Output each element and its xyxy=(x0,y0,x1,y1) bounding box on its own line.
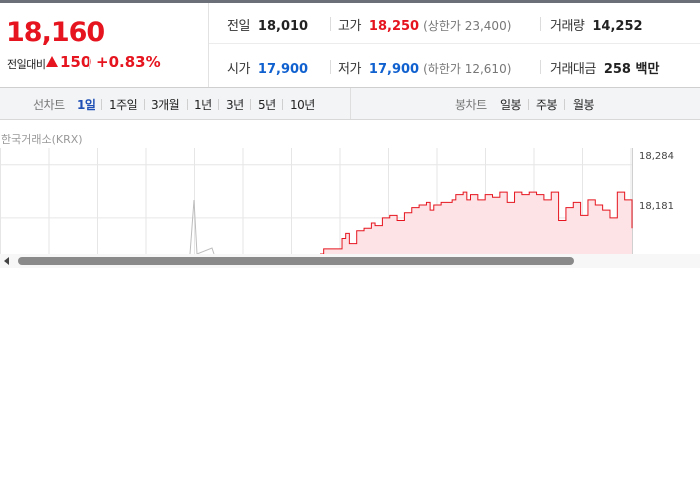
stat-low: 저가 17,900 (하한가 12,610) xyxy=(338,58,511,77)
divider xyxy=(330,17,331,31)
period-10y[interactable]: 10년 xyxy=(290,98,315,112)
chart-canvas xyxy=(0,148,633,254)
up-arrow-icon xyxy=(46,56,58,67)
price-chart: 18,284 18,181 xyxy=(0,148,700,254)
stat-label: 전일 xyxy=(227,19,250,34)
divider xyxy=(564,99,565,110)
price-line xyxy=(320,191,633,254)
divider xyxy=(89,57,90,69)
divider xyxy=(101,99,102,110)
stat-high: 고가 18,250 (상한가 23,400) xyxy=(338,15,511,34)
line-chart-periods: 선차트 1일 1주일 3개월 1년 3년 5년 10년 xyxy=(0,88,351,119)
divider xyxy=(540,60,541,74)
stat-value: 18,250 xyxy=(368,19,420,34)
top-border xyxy=(0,0,700,3)
row-divider xyxy=(209,43,700,44)
period-1d[interactable]: 1일 xyxy=(77,98,96,112)
price-area xyxy=(320,192,632,254)
period-3y[interactable]: 3년 xyxy=(226,98,244,112)
divider xyxy=(187,99,188,110)
scroll-left-arrow-icon[interactable] xyxy=(4,257,9,265)
y-tick-label: 18,284 xyxy=(639,151,674,162)
price-stats: 전일 18,010 고가 18,250 (상한가 23,400) 거래량 14,252 … xyxy=(209,3,700,87)
chart-toolbar: 선차트 1일 1주일 3개월 1년 3년 5년 10년 봉차트 일봉 주봉 월봉 xyxy=(0,88,700,120)
divider xyxy=(250,99,251,110)
divider xyxy=(0,87,700,88)
current-price: 18,160 xyxy=(6,17,105,48)
stat-open: 시가 17,900 xyxy=(227,58,308,77)
price-summary: 18,160 전일대비 150 +0.83% xyxy=(0,3,209,87)
stat-value: 17,900 xyxy=(257,62,309,77)
divider xyxy=(282,99,283,110)
lower-limit: (하한가 12,610) xyxy=(423,62,512,76)
period-1y[interactable]: 1년 xyxy=(194,98,212,112)
period-3m[interactable]: 3개월 xyxy=(151,98,180,112)
change-label: 전일대비 xyxy=(7,58,46,71)
pre-market-spike xyxy=(189,199,215,254)
stat-value: 18,010 xyxy=(257,19,309,34)
divider xyxy=(144,99,145,110)
stat-trade-amount: 거래대금 258 백만 xyxy=(550,58,659,77)
candle-monthly[interactable]: 월봉 xyxy=(573,98,595,112)
stat-label: 시가 xyxy=(227,62,250,77)
stat-value: 258 백만 xyxy=(603,62,660,77)
divider xyxy=(540,17,541,31)
stat-volume: 거래량 14,252 xyxy=(550,15,643,34)
divider xyxy=(330,60,331,74)
period-5y[interactable]: 5년 xyxy=(258,98,276,112)
change-value: 150 xyxy=(60,53,92,71)
candle-chart-label: 봉차트 xyxy=(455,98,487,112)
stat-value: 17,900 xyxy=(368,62,420,77)
chart-scrollbar[interactable] xyxy=(0,254,700,268)
stat-value: 14,252 xyxy=(592,19,643,34)
stat-label: 거래대금 xyxy=(550,62,596,77)
period-1w[interactable]: 1주일 xyxy=(109,98,138,112)
y-tick-label: 18,181 xyxy=(639,201,674,212)
divider xyxy=(218,99,219,110)
stat-label: 저가 xyxy=(338,62,361,77)
divider xyxy=(528,99,529,110)
data-source: 한국거래소(KRX) xyxy=(1,133,83,146)
line-chart-label: 선차트 xyxy=(33,98,65,112)
stat-prev-close: 전일 18,010 xyxy=(227,15,308,34)
change-rate: +0.83% xyxy=(96,53,161,71)
scrollbar-thumb[interactable] xyxy=(18,257,574,265)
candle-weekly[interactable]: 주봉 xyxy=(536,98,558,112)
upper-limit: (상한가 23,400) xyxy=(423,19,512,33)
stat-label: 거래량 xyxy=(550,19,585,34)
stat-label: 고가 xyxy=(338,19,361,34)
candle-daily[interactable]: 일봉 xyxy=(500,98,522,112)
